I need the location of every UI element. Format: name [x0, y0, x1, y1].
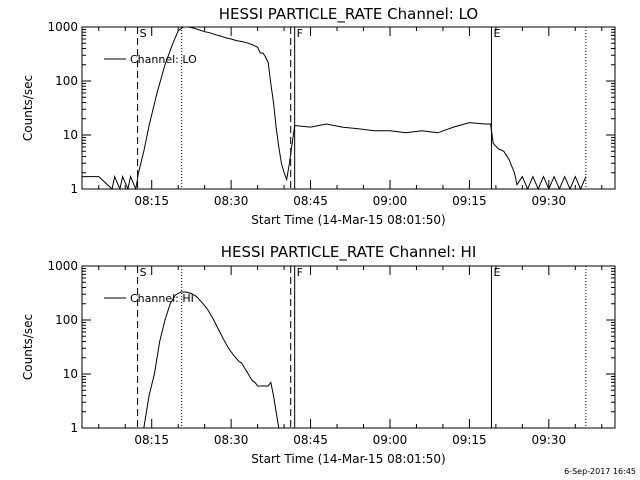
x-tick-label: 08:15 [134, 194, 169, 208]
x-tick-label: 09:15 [452, 194, 487, 208]
plot-frame [81, 26, 616, 190]
y-axis-label: Counts/sec [21, 314, 35, 380]
plot-frame [81, 265, 616, 429]
chart-title: HESSI PARTICLE_RATE Channel: LO [219, 5, 478, 24]
y-tick-label: 100 [55, 74, 78, 88]
x-axis-label: Start Time (14-Mar-15 08:01:50) [251, 452, 445, 466]
event-marker-label: F [297, 27, 303, 40]
y-tick-label: 1000 [47, 259, 78, 273]
event-marker-label: E [493, 27, 500, 40]
lo-channel-chart: HESSI PARTICLE_RATE Channel: LO 1 10 100 100… [21, 5, 616, 227]
x-tick-label: 08:45 [293, 194, 328, 208]
footer-date: 6-Sep-2017 16:45 [564, 467, 636, 476]
y-tick-label: 1000 [47, 20, 78, 34]
x-tick-label: 08:30 [214, 433, 249, 447]
x-tick-label: 08:30 [214, 194, 249, 208]
chart-title: HESSI PARTICLE_RATE Channel: HI [221, 243, 477, 262]
x-tick-label: 09:15 [452, 433, 487, 447]
x-tick-label: 09:30 [532, 433, 567, 447]
legend-label: Channel: LO [130, 53, 197, 66]
series-line [82, 26, 587, 191]
hi-channel-chart: HESSI PARTICLE_RATE Channel: HI 1 10 100 100… [21, 243, 616, 466]
event-marker-label: F [297, 266, 303, 279]
event-marker-label: E [493, 266, 500, 279]
y-tick-label: 100 [55, 313, 78, 327]
y-tick-label: 1 [70, 182, 78, 196]
event-marker-label: S [140, 266, 147, 279]
x-tick-label: 08:15 [134, 433, 169, 447]
y-tick-label: 10 [63, 128, 78, 142]
event-marker-label: S [140, 27, 147, 40]
x-tick-label: 09:00 [373, 194, 408, 208]
y-tick-label: 10 [63, 367, 78, 381]
series-line [143, 291, 280, 429]
x-tick-label: 08:45 [293, 433, 328, 447]
x-tick-label: 09:00 [373, 433, 408, 447]
x-axis-label: Start Time (14-Mar-15 08:01:50) [251, 213, 445, 227]
x-tick-label: 09:30 [532, 194, 567, 208]
legend-label: Channel: HI [130, 292, 194, 305]
y-tick-label: 1 [70, 421, 78, 435]
y-axis-label: Counts/sec [21, 75, 35, 141]
